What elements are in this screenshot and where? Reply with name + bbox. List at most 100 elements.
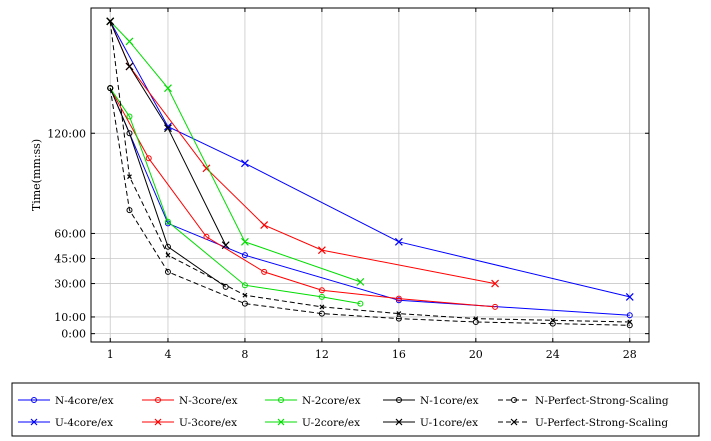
data-point (511, 397, 517, 403)
data-point (473, 316, 479, 322)
legend-label: U-1core/ex (420, 417, 478, 429)
data-point (396, 397, 402, 403)
data-point (164, 243, 171, 250)
y-tick-label: 10:00 (54, 311, 86, 324)
y-tick-label: 45:00 (54, 253, 86, 266)
data-point (241, 300, 248, 307)
legend-label: N-2core/ex (302, 395, 361, 407)
data-point (154, 418, 162, 426)
data-point (164, 124, 172, 133)
data-point (626, 312, 633, 319)
data-point (510, 418, 518, 426)
data-point (107, 18, 113, 24)
legend-label: N-1core/ex (420, 395, 479, 407)
data-point (396, 311, 402, 317)
data-point (395, 297, 402, 304)
data-point (164, 268, 171, 275)
data-point (318, 287, 325, 294)
legend-label: U-3core/ex (179, 417, 237, 429)
data-point (126, 130, 133, 137)
data-point (357, 300, 364, 307)
series-line (109, 21, 361, 283)
series-line (109, 87, 361, 305)
data-point (155, 397, 161, 403)
legend-label: N-Perfect-Strong-Scaling (535, 395, 669, 407)
series-line (109, 21, 227, 246)
data-point (241, 252, 248, 259)
series-u-1core-ex (106, 17, 230, 250)
x-tick-label: 16 (392, 348, 406, 361)
axes: 1 4 8 12 16 20 24 28 0:00 10:00 30:00 45:00 60:00 120… (47, 8, 649, 361)
data-point (627, 319, 633, 325)
series-n-3core-ex (107, 85, 499, 310)
data-point (277, 418, 285, 426)
series-group (106, 17, 634, 329)
x-tick-label: 20 (469, 348, 483, 361)
legend-entry: U-2core/ex (265, 417, 360, 429)
data-point (395, 295, 402, 302)
series-line (109, 21, 630, 323)
legend-label: N-4core/ex (55, 395, 114, 407)
data-point (126, 207, 133, 214)
data-point (241, 159, 249, 168)
data-point (491, 279, 499, 288)
legend-label: U-Perfect-Strong-Scaling (535, 417, 668, 429)
data-point (319, 304, 325, 310)
series-line (109, 87, 496, 308)
data-point (164, 218, 171, 225)
data-point (318, 310, 325, 317)
series-u-4core-ex (106, 17, 634, 301)
legend-entry: N-3core/ex (142, 395, 238, 407)
data-point (30, 418, 38, 426)
data-point (125, 62, 134, 71)
data-point (127, 174, 132, 180)
data-point (625, 292, 634, 301)
legend-entry: N-Perfect-Strong-Scaling (498, 395, 669, 407)
legend-entries: N-4core/ex N-3core/ex N-2core/ex N-1core/ex… (18, 395, 669, 429)
legend-label: N-3core/ex (179, 395, 238, 407)
legend-entry: U-Perfect-Strong-Scaling (498, 417, 668, 429)
legend (11, 382, 700, 437)
legend-entry: N-1core/ex (383, 395, 479, 407)
x-tick-label: 8 (241, 348, 248, 361)
series-u-perfect-strong-scaling (107, 18, 633, 325)
data-point (356, 277, 365, 286)
legend-entry: U-4core/ex (18, 417, 113, 429)
series-line (109, 88, 630, 326)
x-tick-label: 1 (107, 348, 114, 361)
series-line (109, 88, 226, 288)
y-tick-label: 120:00 (47, 127, 86, 140)
data-point (317, 246, 326, 255)
x-tick-label: 28 (623, 348, 637, 361)
data-point (395, 315, 402, 322)
data-point (278, 397, 284, 403)
y-tick-label: 30:00 (54, 278, 86, 291)
series-line (109, 21, 630, 298)
legend-label: U-2core/ex (302, 417, 360, 429)
data-point (318, 293, 325, 300)
series-n-2core-ex (107, 85, 364, 307)
data-point (165, 252, 171, 258)
data-point (145, 155, 152, 162)
data-point (203, 233, 210, 240)
data-point (241, 237, 249, 246)
series-line (109, 88, 630, 316)
data-point (125, 37, 134, 46)
y-tick-label: 0:00 (61, 328, 86, 341)
legend-entry: N-2core/ex (265, 395, 361, 407)
data-point (164, 84, 172, 93)
data-point (260, 221, 269, 230)
legend-entry: U-1core/ex (383, 417, 478, 429)
data-point (550, 317, 556, 323)
data-point (222, 283, 229, 290)
x-tick-label: 4 (164, 348, 171, 361)
data-point (395, 418, 403, 426)
legend-entry: N-4core/ex (18, 395, 114, 407)
plot-frame (90, 7, 650, 343)
data-point (241, 282, 248, 289)
y-axis-label: Time(mm:ss) (30, 139, 43, 211)
data-point (242, 292, 248, 298)
legend-label: U-4core/ex (55, 417, 113, 429)
data-point (492, 303, 499, 310)
